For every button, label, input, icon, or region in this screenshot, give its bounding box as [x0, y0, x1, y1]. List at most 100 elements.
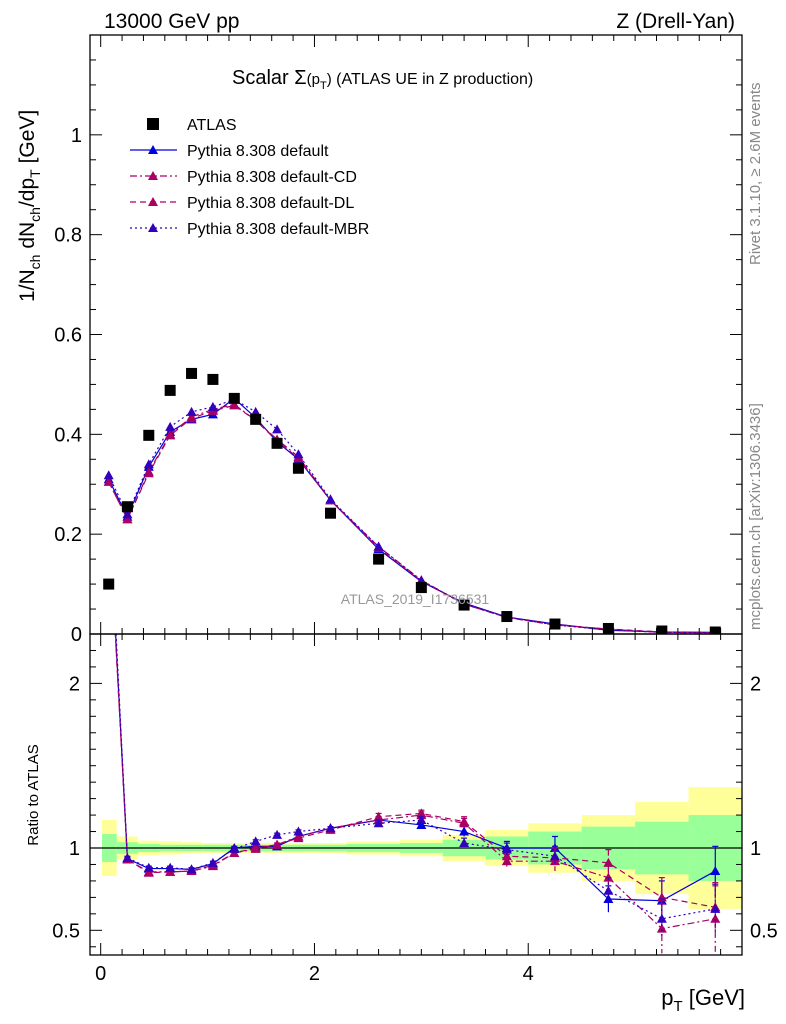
ratio-point-dl-0 — [104, 506, 114, 515]
ratio-point-mbr-15 — [549, 851, 560, 861]
analysis-watermark: ATLAS_2019_I1736531 — [341, 591, 490, 607]
legend-label-default: Pythia 8.308 default — [187, 143, 329, 160]
main-point-mbr-0 — [103, 470, 114, 480]
header-left: 13000 GeV pp — [104, 10, 239, 33]
main-y-tick-label: 0 — [71, 624, 82, 646]
ratio-point-mbr-13 — [459, 838, 470, 848]
legend-label-mbr: Pythia 8.308 default-MBR — [187, 221, 369, 238]
main-point-data-4 — [186, 367, 198, 379]
main-point-data-16 — [602, 623, 614, 634]
legend-marker-dl — [148, 197, 158, 206]
title-symbol: Σ — [294, 67, 306, 89]
legend-label-dl: Pythia 8.308 default-DL — [187, 195, 354, 212]
side-mcplots-label: mcplots.cern.ch [arXiv:1306.3436] — [747, 403, 764, 630]
ratio-point-mbr-4 — [186, 864, 197, 874]
ratio-point-mbr-10 — [325, 823, 336, 833]
main-point-data-12 — [415, 582, 427, 594]
main-point-mbr-5 — [207, 401, 218, 411]
title-suffix: (ATLAS UE in Z production) — [332, 71, 534, 88]
ratio-series-group — [104, 497, 721, 954]
ratio-point-mbr-6 — [229, 843, 240, 853]
ylabel-part2: dN — [16, 222, 39, 255]
x-tick-label: 2 — [309, 963, 320, 985]
side-rivet-label: Rivet 3.1.10, ≥ 2.6M events — [747, 83, 764, 266]
main-point-data-0 — [103, 578, 115, 590]
main-point-data-7 — [250, 413, 262, 425]
main-y-tick-label: 0.8 — [54, 225, 82, 247]
main-y-tick-label: 0.6 — [54, 325, 82, 347]
ratio-point-cd-17 — [656, 923, 667, 933]
main-point-mbr-9 — [293, 449, 304, 459]
ratio-point-mbr-5 — [207, 857, 218, 867]
ratio-point-dl-8 — [272, 839, 283, 849]
main-point-dl-2 — [143, 468, 154, 478]
xlabel-tail: [GeV] — [683, 985, 745, 1010]
ylabel-sub3: T — [27, 169, 43, 178]
main-point-mbr-1 — [122, 509, 133, 519]
main-y-tick-label: 1 — [71, 125, 82, 147]
main-point-data-14 — [501, 611, 513, 623]
xlabel-sub: T — [673, 998, 682, 1015]
ratio-point-dl-16 — [603, 857, 614, 867]
main-point-data-17 — [656, 625, 668, 634]
main-ylabel: 1/Nch dNch/dpT [GeV] — [16, 110, 43, 302]
ratio-point-mbr-11 — [373, 818, 384, 828]
main-point-data-13 — [458, 599, 470, 611]
ylabel-sub2: ch — [27, 207, 43, 222]
main-y-tick-label: 0.4 — [54, 424, 82, 446]
main-point-data-5 — [207, 373, 219, 385]
main-point-data-10 — [324, 507, 336, 519]
legend-marker-data — [147, 118, 159, 130]
title-arg-sub: T — [320, 80, 327, 92]
x-tick-label: 4 — [523, 963, 534, 985]
ratio-point-mbr-16 — [603, 885, 614, 895]
ratio-point-dl-11 — [373, 811, 384, 821]
main-point-data-6 — [228, 392, 240, 404]
ratio-point-dl-14 — [501, 851, 512, 861]
legend-label-data: ATLAS — [187, 117, 237, 134]
ratio-y-tick-label-left: 0.5 — [52, 920, 80, 942]
main-point-data-18 — [709, 626, 721, 634]
main-point-dl-0 — [103, 476, 114, 486]
main-point-mbr-7 — [250, 406, 261, 416]
ratio-point-mbr-18 — [710, 903, 721, 913]
ylabel-part4: [GeV] — [16, 110, 39, 170]
title-arg-open: (p — [307, 71, 320, 88]
ylabel-part3: /dp — [16, 178, 39, 207]
ylabel-part1: 1/N — [16, 269, 39, 302]
ratio-frame — [89, 633, 743, 956]
ratio-point-default-13 — [459, 826, 470, 836]
main-point-data-1 — [121, 501, 133, 513]
legend-marker-mbr — [148, 223, 158, 232]
ratio-y-tick-label-left: 2 — [69, 673, 80, 695]
ratio-point-mbr-1 — [122, 852, 133, 862]
ratio-point-dl-9 — [293, 833, 304, 843]
ratio-point-mbr-2 — [143, 862, 154, 872]
ratio-point-dl-12 — [416, 808, 427, 818]
main-series-group — [103, 367, 721, 634]
x-axis-label: pT [GeV] — [661, 985, 745, 1015]
title-arg-close: ) — [327, 71, 332, 88]
header-right: Z (Drell-Yan) — [616, 10, 735, 33]
main-y-tick-label: 0.2 — [54, 524, 82, 546]
ratio-point-mbr-8 — [272, 829, 283, 839]
main-point-dl-4 — [186, 413, 197, 423]
main-point-data-8 — [271, 437, 283, 449]
ratio-point-default-0 — [104, 497, 114, 506]
ratio-point-mbr-7 — [250, 836, 261, 846]
main-point-mbr-8 — [272, 424, 283, 434]
ratio-point-mbr-12 — [416, 815, 427, 825]
ratio-ylabel: Ratio to ATLAS — [25, 744, 42, 845]
main-point-dl-3 — [165, 430, 176, 440]
main-point-data-3 — [164, 384, 176, 396]
main-point-mbr-3 — [165, 421, 176, 431]
main-panel: 0 0.2 0.4 0.6 0.8 1 — [54, 34, 743, 646]
ratio-point-default-12 — [416, 819, 427, 829]
x-tick-label: 0 — [95, 963, 106, 985]
xlabel-main: p — [661, 985, 673, 1010]
ratio-point-dl-7 — [250, 843, 261, 852]
main-point-data-11 — [373, 553, 385, 565]
legend-label-cd: Pythia 8.308 default-CD — [187, 169, 357, 186]
main-point-mbr-11 — [373, 541, 384, 551]
